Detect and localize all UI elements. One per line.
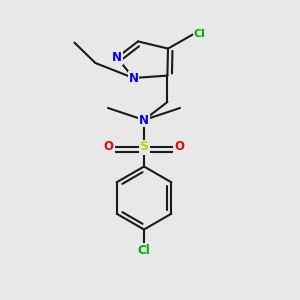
Text: N: N <box>139 113 149 127</box>
Text: S: S <box>140 140 148 154</box>
Text: O: O <box>103 140 114 154</box>
Text: O: O <box>174 140 184 154</box>
Text: Cl: Cl <box>138 244 150 257</box>
Text: N: N <box>112 51 122 64</box>
Text: Cl: Cl <box>194 28 206 39</box>
Text: N: N <box>128 71 139 85</box>
